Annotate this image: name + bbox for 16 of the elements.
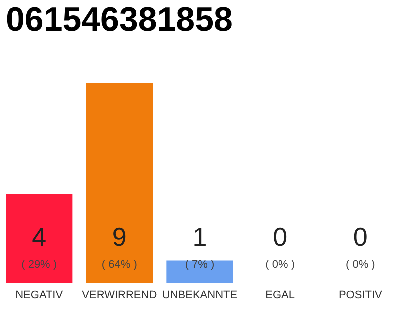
x-tick-label: EGAL — [266, 290, 296, 302]
annotation: ( 0% ) — [346, 259, 376, 271]
data-label: 1 — [192, 222, 208, 252]
data-label: 0 — [353, 222, 368, 252]
annotation: ( 64% ) — [102, 259, 138, 271]
annotation: ( 7% ) — [185, 259, 215, 271]
annotation: ( 0% ) — [266, 259, 296, 271]
data-label: 0 — [273, 222, 288, 252]
data-label: 9 — [112, 222, 127, 252]
x-tick-label: VERWIRREND — [82, 290, 158, 302]
x-tick-label: NEGATIV — [16, 290, 64, 302]
x-tick-label: POSITIV — [338, 290, 384, 302]
x-tick-label: UNBEKANNTE — [162, 290, 238, 302]
chart-title: 061546381858 — [6, 1, 233, 39]
annotation: ( 29% ) — [22, 259, 58, 271]
data-label: 4 — [32, 222, 47, 252]
